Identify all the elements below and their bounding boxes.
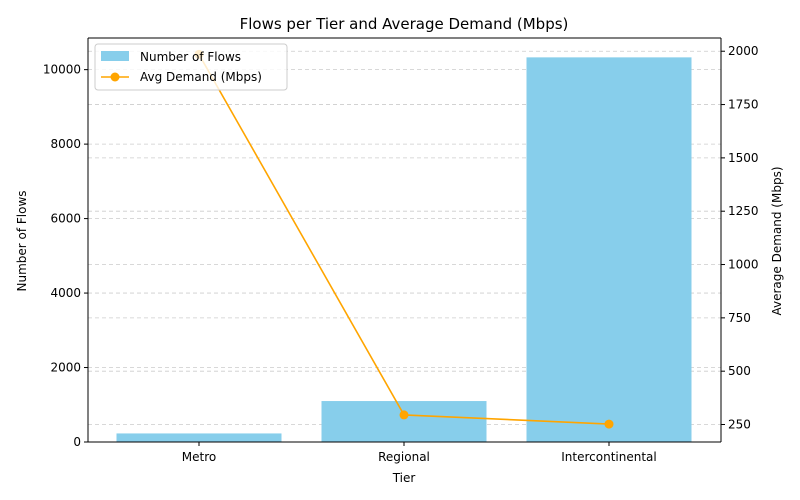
y2-tick-label: 1250 [728,204,759,218]
y-tick-label: 4000 [50,286,81,300]
axes-layer: 0 2000 4000 6000 8000 10000 250 500 750 1000 1250 1… [43,37,759,464]
bar-layer [116,57,692,442]
x-axis-title: Tier [392,471,416,485]
y-tick-label: 2000 [50,361,81,375]
demand-point [604,419,614,429]
x-tick-label: Regional [378,450,430,464]
legend-swatch-demand-marker [110,72,120,82]
chart-title: Flows per Tier and Average Demand (Mbps) [240,15,569,33]
y-tick-label: 8000 [50,137,81,151]
bar [526,57,692,442]
y-tick-label: 0 [73,435,81,449]
y2-tick-label: 500 [728,364,751,378]
demand-point [399,410,409,420]
legend: Number of Flows Avg Demand (Mbps) [94,43,288,91]
y2-tick-label: 2000 [728,44,759,58]
legend-label-demand: Avg Demand (Mbps) [140,70,262,84]
y2-tick-label: 1500 [728,151,759,165]
y-axis-title: Number of Flows [15,190,29,291]
x-tick-label: Intercontinental [561,450,656,464]
legend-swatch-flows [101,51,129,61]
y-tick-label: 10000 [43,63,81,77]
y2-tick-label: 1750 [728,98,759,112]
y-tick-label: 6000 [50,212,81,226]
y2-tick-label: 1000 [728,258,759,272]
x-tick-label: Metro [182,450,216,464]
bar [321,401,487,442]
legend-label-flows: Number of Flows [140,50,241,64]
y2-axis-title: Average Demand (Mbps) [770,167,784,316]
bar [116,433,282,442]
y2-tick-label: 250 [728,418,751,432]
y2-tick-label: 750 [728,311,751,325]
legend-box [94,43,288,91]
